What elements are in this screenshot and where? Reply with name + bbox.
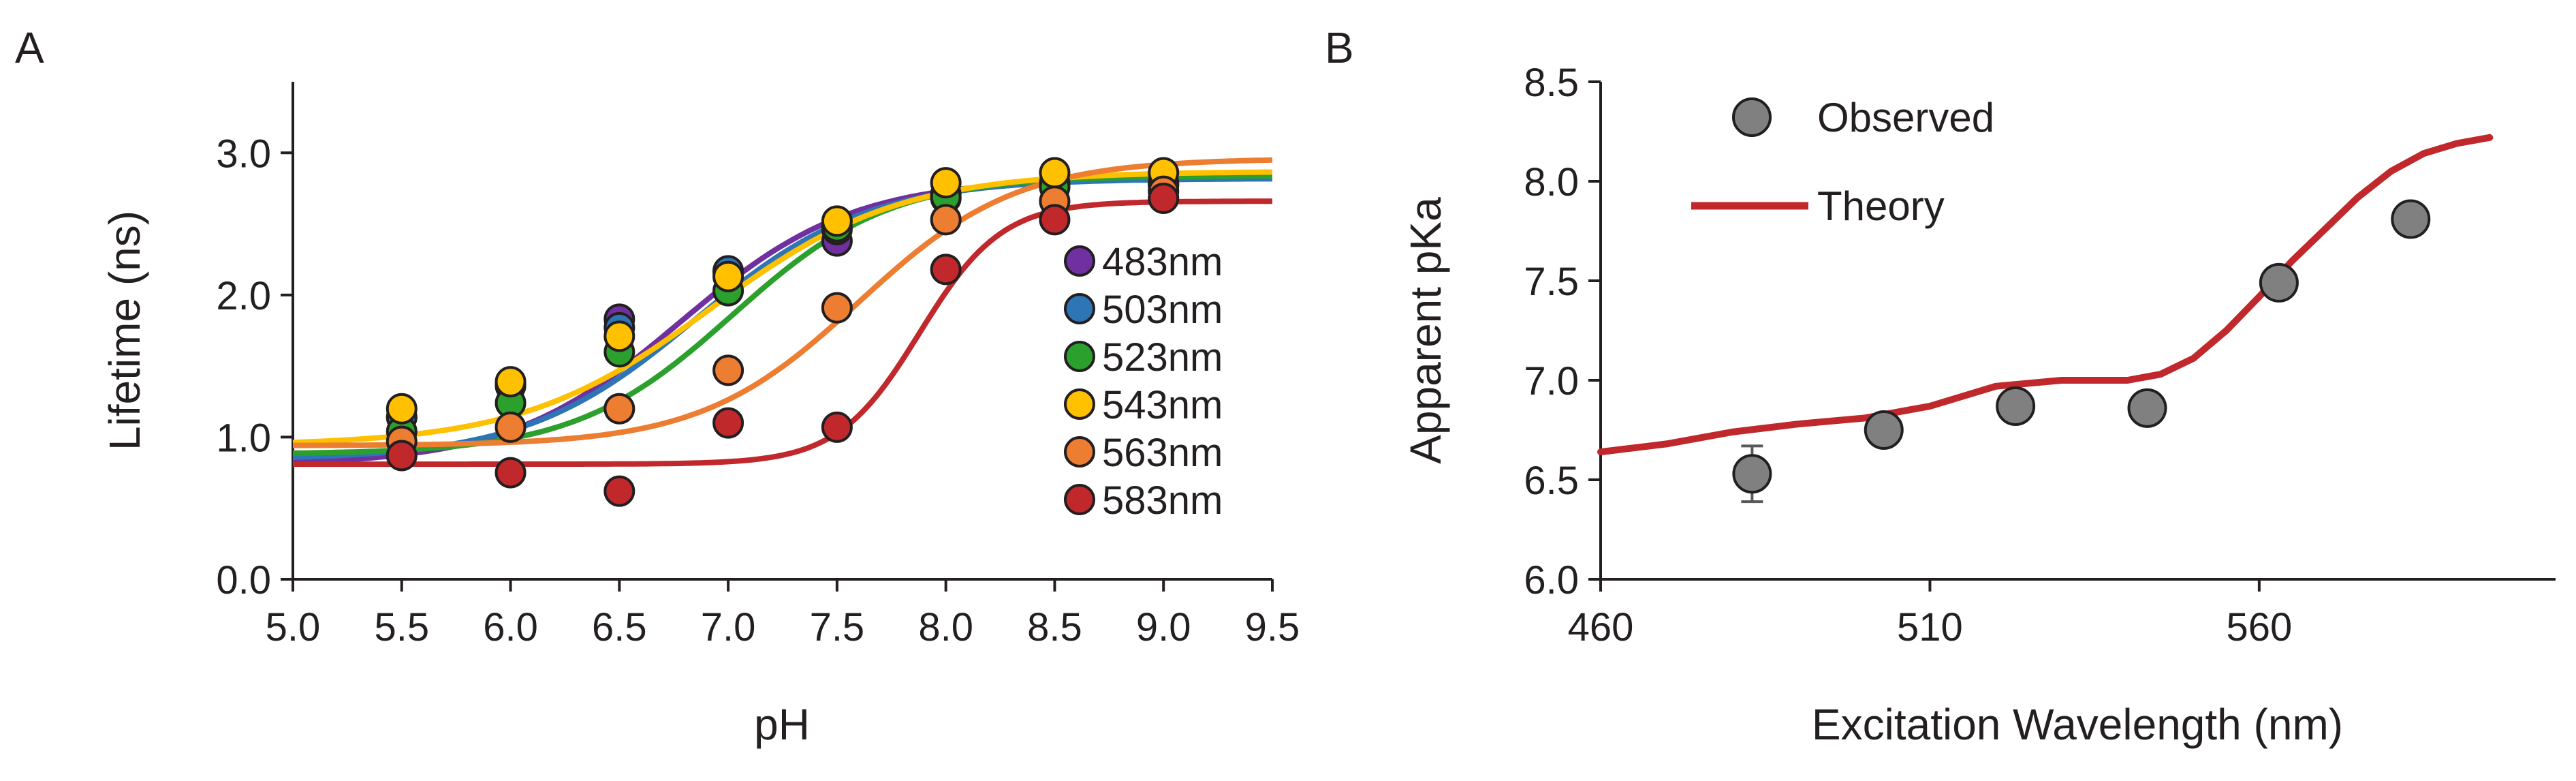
point-583nm — [603, 475, 635, 507]
legend-marker-523nm — [1064, 341, 1095, 372]
panel-a-y-tick-label: 1.0 — [216, 416, 271, 460]
panel-a-x-tick-label: 7.0 — [701, 605, 756, 649]
panel-b-x-tick-label: 560 — [2227, 605, 2293, 649]
point-543nm — [494, 366, 527, 398]
fit-curve-583nm — [293, 198, 1272, 468]
panel-a: A 0.0 1.0 2.0 3.0 5.0 5.5 6.0 6.5 7.0 7.5 8.0 8.5 9… — [15, 23, 1300, 749]
legend-label-583nm: 583nm — [1102, 478, 1223, 523]
panel-b-label: B — [1325, 23, 1354, 72]
panel-b-y-ticks: 6.0 6.5 7.0 7.5 8.0 8.5 — [1524, 61, 1601, 602]
panel-b-x-ticks: 460 510 560 — [1568, 579, 2293, 649]
panel-b-y-tick-label: 6.0 — [1524, 558, 1579, 602]
fit-curve-563nm — [293, 157, 1273, 448]
point-543nm — [603, 320, 635, 352]
panel-b-y-tick-label: 8.5 — [1524, 61, 1579, 105]
legend-label-483nm: 483nm — [1102, 240, 1223, 284]
point-563nm — [821, 292, 853, 324]
legend-label-543nm: 543nm — [1102, 383, 1223, 427]
point-563nm — [603, 393, 635, 425]
panel-a-x-tick-label: 5.0 — [266, 605, 321, 649]
point-583nm — [494, 457, 527, 489]
panel-b: B 6.0 6.5 7.0 7.5 8.0 8.5 460 510 560 Observed T… — [1325, 23, 2556, 749]
legend-label-563nm: 563nm — [1102, 431, 1223, 475]
point-583nm — [1039, 204, 1071, 236]
point-563nm — [712, 354, 744, 386]
point-583nm — [930, 254, 962, 286]
panel-b-x-tick-label: 460 — [1568, 605, 1634, 649]
observed-point — [2127, 388, 2167, 428]
panel-b-x-axis-label: Excitation Wavelength (nm) — [1812, 700, 2343, 749]
panel-a-y-ticks: 0.0 1.0 2.0 3.0 — [216, 132, 293, 602]
panel-b-theory-series — [1597, 134, 2494, 456]
legend-label-theory: Theory — [1817, 183, 1945, 229]
panel-b-y-tick-label: 6.5 — [1524, 459, 1579, 503]
panel-a-x-tick-label: 7.5 — [810, 605, 865, 649]
panel-a-x-tick-label: 9.0 — [1136, 605, 1191, 649]
point-543nm — [1039, 157, 1071, 189]
observed-point — [1732, 454, 1772, 494]
panel-a-x-tick-label: 8.5 — [1027, 605, 1082, 649]
legend-marker-503nm — [1064, 293, 1095, 324]
theory-line — [1597, 134, 2494, 456]
panel-a-x-tick-label: 8.0 — [918, 605, 973, 649]
fit-curve-543nm — [292, 169, 1272, 446]
panel-a-x-tick-label: 5.5 — [374, 605, 429, 649]
panel-a-fit-curves — [292, 157, 1273, 468]
point-583nm — [712, 407, 744, 439]
legend-marker-583nm — [1064, 484, 1095, 515]
panel-b-x-tick-label: 510 — [1897, 605, 1963, 649]
observed-point — [1864, 410, 1904, 450]
panel-b-y-tick-label: 8.0 — [1524, 160, 1579, 204]
point-583nm — [821, 411, 853, 443]
panel-b-y-tick-label: 7.0 — [1524, 359, 1579, 403]
legend-marker-563nm — [1064, 436, 1095, 468]
panel-a-x-axis-label: pH — [754, 700, 810, 749]
point-543nm — [386, 393, 418, 425]
point-563nm — [930, 204, 962, 236]
point-543nm — [930, 167, 962, 199]
point-583nm — [386, 440, 418, 472]
panel-b-legend: Observed Theory — [1691, 95, 1994, 229]
legend-label-observed: Observed — [1817, 95, 1994, 140]
panel-a-y-tick-label: 2.0 — [216, 274, 271, 318]
panel-a-x-tick-label: 9.5 — [1245, 605, 1300, 649]
observed-point — [2391, 199, 2431, 239]
legend-marker-483nm — [1064, 245, 1095, 277]
legend-label-523nm: 523nm — [1102, 335, 1223, 380]
legend-label-503nm: 503nm — [1102, 288, 1223, 332]
legend-marker-543nm — [1064, 388, 1095, 420]
point-543nm — [821, 205, 853, 237]
panel-a-data-points — [386, 157, 1180, 507]
observed-point — [1996, 386, 2036, 426]
panel-b-observed-series — [1732, 199, 2431, 504]
panel-a-x-tick-label: 6.5 — [592, 605, 647, 649]
panel-a-x-ticks: 5.0 5.5 6.0 6.5 7.0 7.5 8.0 8.5 9.0 9.5 — [266, 579, 1300, 649]
observed-point — [2259, 262, 2299, 303]
panel-a-y-tick-label: 3.0 — [216, 132, 271, 176]
panel-b-y-tick-label: 7.5 — [1524, 260, 1579, 304]
point-583nm — [1148, 183, 1180, 215]
legend-marker-observed — [1732, 97, 1772, 137]
panel-a-y-axis-label: Lifetime (ns) — [100, 211, 149, 450]
point-543nm — [712, 260, 744, 292]
panel-b-y-axis-label: Apparent pKa — [1401, 197, 1450, 464]
point-563nm — [494, 411, 527, 443]
panel-a-y-tick-label: 0.0 — [216, 558, 271, 602]
panel-a-x-tick-label: 6.0 — [483, 605, 538, 649]
panel-a-label: A — [15, 23, 44, 72]
